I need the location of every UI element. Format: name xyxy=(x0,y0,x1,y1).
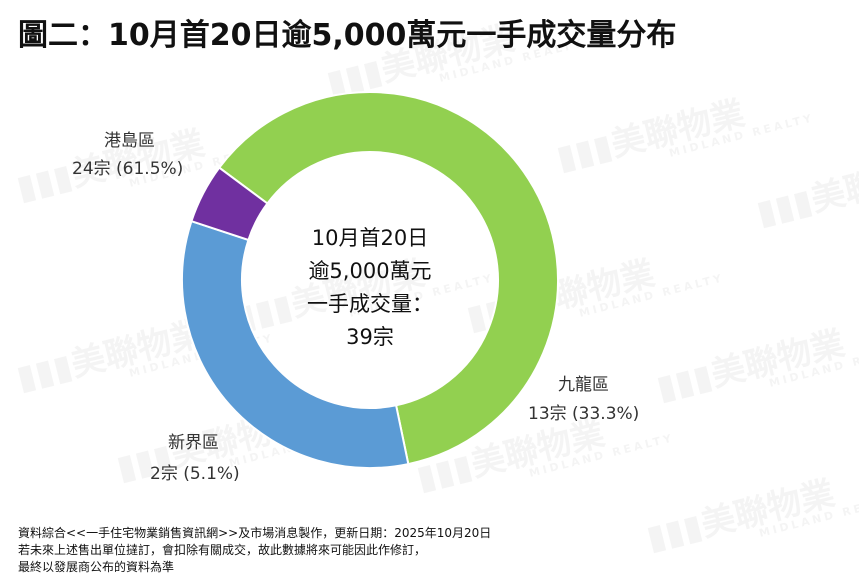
slice-value-new-territories: 2宗 (5.1%) xyxy=(150,464,240,484)
slice-value-kowloon: 13宗 (33.3%) xyxy=(528,404,640,424)
source-note: 資料綜合<<一手住宅物業銷售資訊網>>及市場消息製作，更新日期：2025年10月… xyxy=(18,525,491,576)
source-line-2: 若未來上述售出單位撻訂，會扣除有關成交，故此數據將來可能因此作修訂， xyxy=(18,543,427,557)
slice-label-kowloon: 九龍區 xyxy=(558,375,609,395)
chart-title: 圖二：10月首20日逾5,000萬元一手成交量分布 xyxy=(18,18,677,53)
slice-kowloon xyxy=(181,219,410,469)
center-line-total: 39宗 xyxy=(346,325,394,349)
slice-new-territories xyxy=(190,166,269,242)
source-line-1: 資料綜合<<一手住宅物業銷售資訊網>>及市場消息製作，更新日期：2025年10月… xyxy=(18,526,492,540)
slice-hk-island xyxy=(217,91,559,466)
center-label: 10月首20日 逾5,000萬元 一手成交量： 39宗 xyxy=(270,222,470,354)
donut-slices xyxy=(181,91,559,469)
slice-label-new-territories: 新界區 xyxy=(168,433,219,453)
source-line-3: 最終以發展商公布的資料為準 xyxy=(18,560,175,574)
center-line-threshold: 逾5,000萬元 xyxy=(308,259,432,283)
slice-value-hk-island: 24宗 (61.5%) xyxy=(72,159,184,179)
watermark-3: ▮▮▮美聯物業 xyxy=(753,148,859,233)
center-line-metric: 一手成交量： xyxy=(307,292,433,316)
center-line-period: 10月首20日 xyxy=(311,226,429,250)
slice-label-hk-island: 港島區 xyxy=(104,131,155,151)
